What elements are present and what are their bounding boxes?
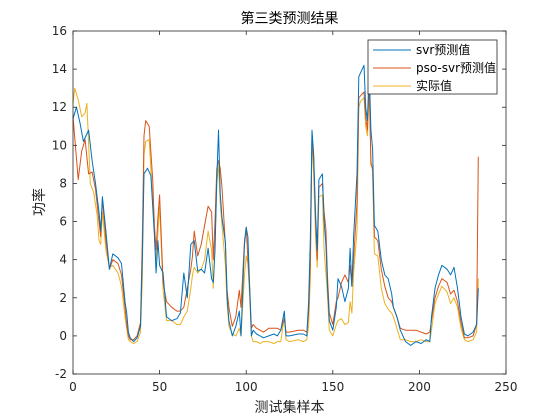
x-tick-label: 0 (69, 380, 77, 394)
axes-box (72, 30, 507, 375)
x-axis: 0 50 100 150 200 250 (69, 31, 517, 394)
series-line-2 (72, 87, 479, 344)
y-axis: -2 0 2 4 6 8 10 12 14 16 (52, 24, 506, 381)
y-tick-label: 14 (52, 62, 67, 76)
legend-label-actual: 实际值 (416, 78, 452, 93)
series-layer (72, 64, 479, 346)
legend-box (367, 39, 498, 95)
y-tick-label: 4 (59, 253, 67, 267)
y-tick-label: 6 (59, 215, 67, 229)
x-tick-label: 150 (321, 380, 344, 394)
y-axis-title: 功率 (31, 188, 48, 216)
legend-label-svr: svr预测值 (416, 42, 470, 57)
y-tick-label: 2 (59, 291, 67, 305)
x-tick-label: 50 (152, 380, 167, 394)
y-tick-label: 12 (52, 100, 67, 114)
x-tick-label: 250 (495, 380, 518, 394)
y-tick-label: 8 (59, 176, 67, 190)
y-tick-label: 16 (52, 24, 67, 38)
x-tick-label: 100 (235, 380, 258, 394)
y-tick-label: 10 (52, 138, 67, 152)
y-tick-label: -2 (55, 367, 67, 381)
x-tick-label: 200 (408, 380, 431, 394)
chart-title: 第三类预测结果 (241, 10, 339, 27)
legend-label-pso-svr: pso-svr预测值 (416, 60, 496, 75)
legend: svr预测值 pso-svr预测值 实际值 (367, 39, 498, 95)
y-tick-label: 0 (59, 329, 67, 343)
x-axis-title: 测试集样本 (255, 399, 325, 416)
series-line-0 (72, 64, 479, 346)
